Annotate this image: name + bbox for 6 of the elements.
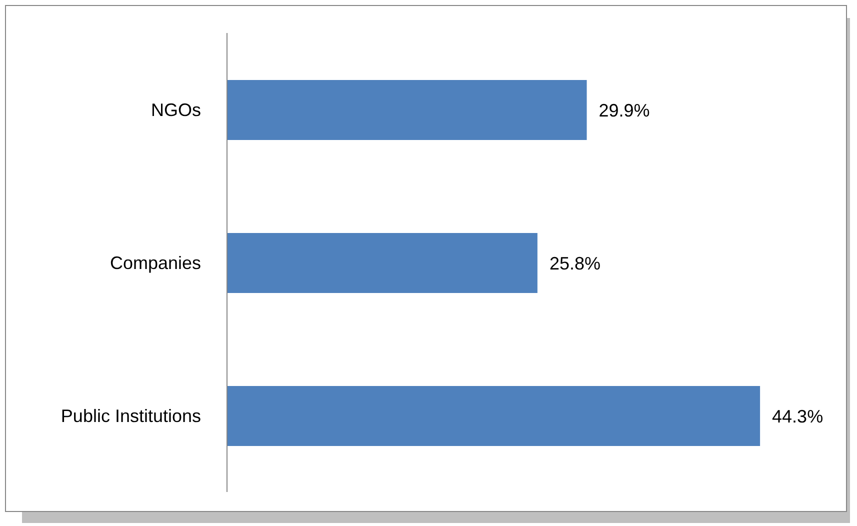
y-tick-label: NGOs [150, 100, 201, 120]
data-label: 29.9% [598, 100, 650, 120]
data-label: 44.3% [772, 406, 824, 426]
y-tick-label: Public Institutions [60, 406, 201, 426]
data-label: 25.8% [549, 253, 600, 274]
y-tick-label: Companies [110, 252, 201, 273]
